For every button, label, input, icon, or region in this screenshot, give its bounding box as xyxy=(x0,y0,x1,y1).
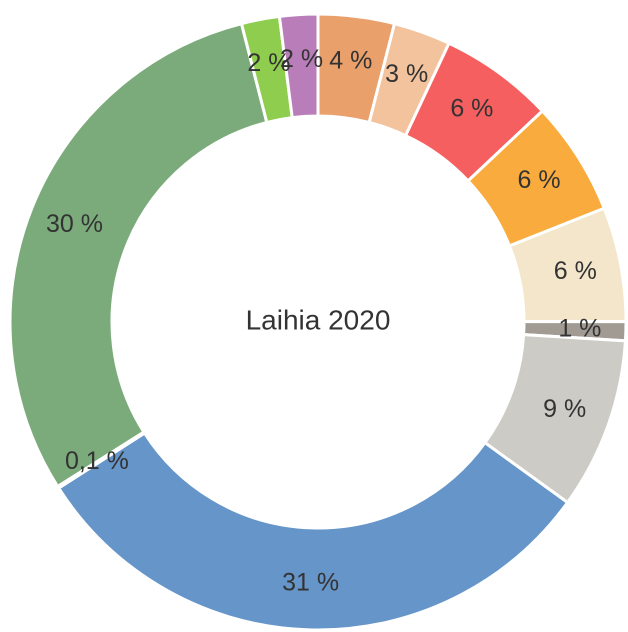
chart-title: Laihia 2020 xyxy=(246,304,391,335)
data-label: 4 % xyxy=(329,47,372,75)
data-label: 6 % xyxy=(554,257,597,285)
data-label: 6 % xyxy=(450,95,493,123)
data-label: 6 % xyxy=(518,166,561,194)
data-label: 31 % xyxy=(282,569,339,597)
data-label: 2 % xyxy=(280,45,323,73)
data-label: 0,1 % xyxy=(65,447,129,475)
data-label: 30 % xyxy=(46,210,103,238)
slice xyxy=(8,21,269,489)
slice xyxy=(277,12,320,120)
data-label: 1 % xyxy=(558,314,601,342)
slice xyxy=(56,431,570,632)
data-label: 2 % xyxy=(247,49,290,77)
data-label: 9 % xyxy=(543,395,586,423)
data-label: 3 % xyxy=(385,60,428,88)
